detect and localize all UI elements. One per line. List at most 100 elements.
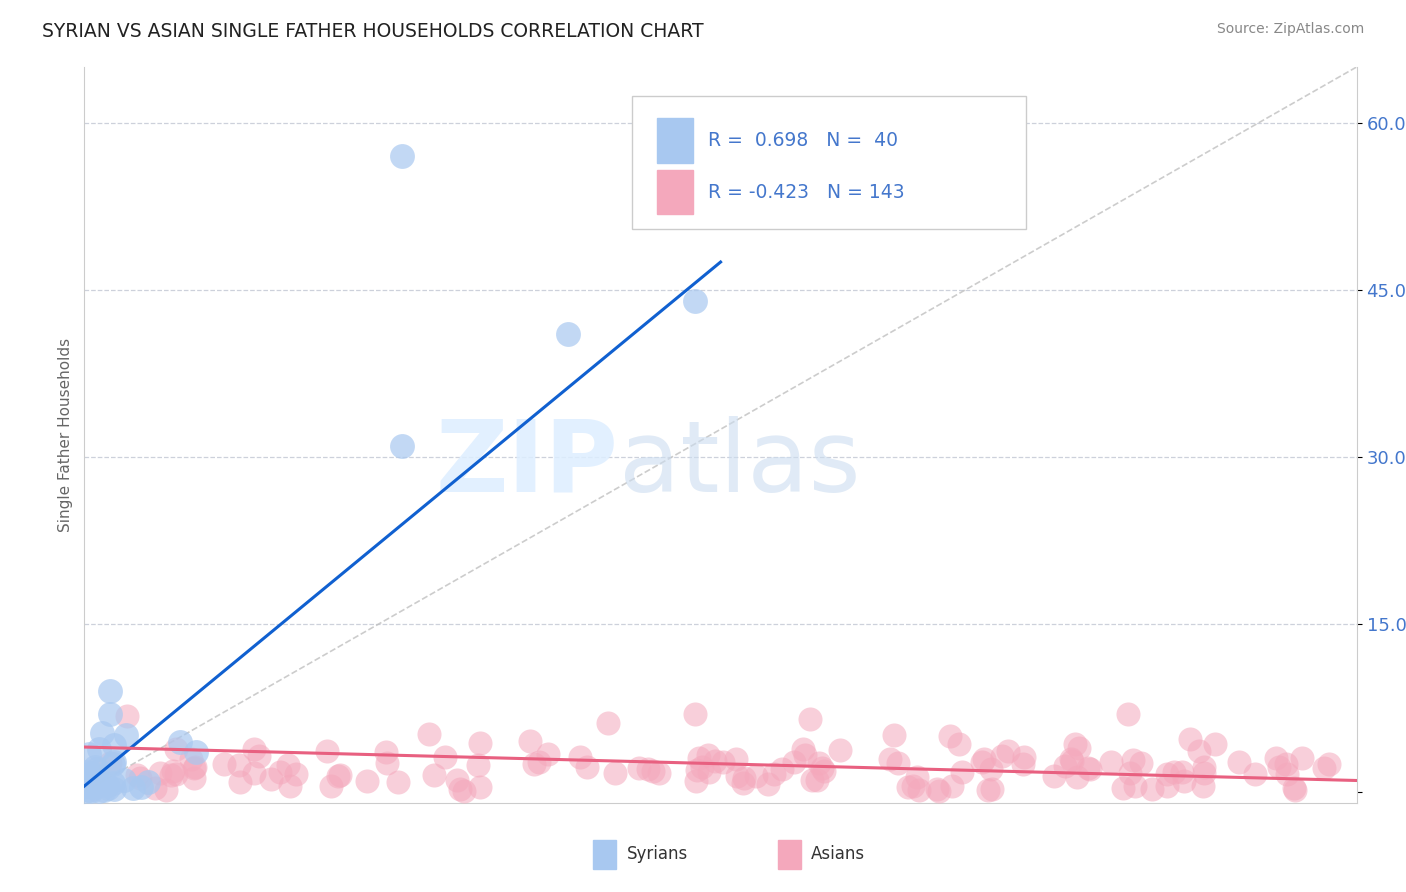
Point bbox=[598, 715, 620, 730]
Point bbox=[387, 775, 409, 789]
Point bbox=[75, 765, 97, 780]
Point bbox=[242, 766, 264, 780]
Point bbox=[260, 772, 283, 786]
Point bbox=[112, 773, 135, 788]
Point bbox=[711, 755, 734, 769]
Point bbox=[162, 764, 184, 778]
Point bbox=[813, 764, 835, 778]
Point bbox=[1192, 779, 1215, 793]
Point bbox=[1053, 759, 1076, 773]
Point bbox=[247, 749, 270, 764]
FancyBboxPatch shape bbox=[778, 839, 801, 869]
Point bbox=[278, 780, 301, 794]
Point bbox=[770, 762, 793, 776]
Point bbox=[1275, 767, 1298, 781]
Point bbox=[557, 327, 579, 342]
Point bbox=[688, 751, 710, 765]
Point bbox=[96, 778, 118, 792]
Point bbox=[810, 761, 832, 775]
Point bbox=[1274, 757, 1296, 772]
Point bbox=[762, 767, 785, 781]
Point bbox=[184, 744, 207, 758]
Point bbox=[948, 737, 970, 751]
Point bbox=[468, 736, 491, 750]
Point bbox=[686, 763, 709, 777]
Point bbox=[86, 773, 108, 788]
Point bbox=[98, 706, 121, 721]
Point bbox=[991, 748, 1014, 763]
Point bbox=[84, 760, 107, 774]
Point bbox=[269, 764, 291, 779]
FancyBboxPatch shape bbox=[657, 119, 693, 162]
Point bbox=[643, 764, 665, 778]
Point bbox=[970, 755, 993, 769]
Point bbox=[446, 772, 468, 787]
Point bbox=[80, 772, 103, 787]
Text: Source: ZipAtlas.com: Source: ZipAtlas.com bbox=[1216, 22, 1364, 37]
Point bbox=[122, 780, 145, 795]
Point bbox=[697, 764, 720, 779]
Point bbox=[84, 772, 107, 786]
Point bbox=[793, 747, 815, 762]
Point bbox=[887, 756, 910, 770]
Point bbox=[228, 757, 250, 772]
Point bbox=[391, 149, 413, 163]
Point bbox=[316, 744, 339, 758]
Point bbox=[905, 770, 928, 784]
Point bbox=[467, 757, 489, 772]
Point bbox=[1116, 706, 1139, 721]
Point bbox=[806, 773, 828, 788]
Point bbox=[1284, 783, 1306, 797]
Point bbox=[125, 767, 148, 781]
Point bbox=[434, 750, 457, 764]
Point bbox=[468, 780, 491, 794]
Point bbox=[648, 766, 671, 780]
Point bbox=[1156, 779, 1178, 793]
Point bbox=[160, 768, 183, 782]
Point bbox=[449, 782, 471, 797]
Point bbox=[101, 776, 124, 790]
Point bbox=[1140, 782, 1163, 797]
Point bbox=[423, 768, 446, 782]
Point bbox=[1192, 765, 1215, 780]
Point bbox=[792, 742, 814, 756]
Point bbox=[1011, 756, 1033, 771]
Point bbox=[84, 769, 107, 783]
Point bbox=[704, 754, 727, 768]
Point bbox=[537, 747, 560, 762]
Point bbox=[1062, 754, 1084, 768]
Point bbox=[103, 738, 125, 752]
Point bbox=[637, 762, 659, 776]
Point bbox=[938, 729, 960, 743]
Point bbox=[183, 761, 205, 775]
Text: Asians: Asians bbox=[811, 846, 865, 863]
Point bbox=[685, 774, 707, 789]
Point bbox=[89, 783, 111, 797]
Point bbox=[374, 745, 396, 759]
Point bbox=[928, 784, 950, 798]
Point bbox=[80, 784, 103, 798]
Point bbox=[879, 752, 901, 766]
Point bbox=[284, 767, 307, 781]
Point bbox=[758, 777, 780, 791]
Point bbox=[927, 782, 949, 797]
Point bbox=[941, 779, 963, 793]
Point bbox=[184, 759, 207, 773]
Point bbox=[1268, 759, 1291, 773]
Point bbox=[690, 760, 713, 774]
Text: R =  0.698   N =  40: R = 0.698 N = 40 bbox=[707, 131, 898, 150]
Point bbox=[98, 684, 121, 698]
Point bbox=[1119, 766, 1142, 780]
Point bbox=[165, 742, 187, 756]
Point bbox=[86, 762, 108, 776]
Point bbox=[79, 779, 101, 793]
Point bbox=[1066, 770, 1088, 784]
Point bbox=[180, 752, 202, 766]
Point bbox=[976, 783, 998, 797]
Point bbox=[391, 439, 413, 453]
Point bbox=[97, 781, 120, 796]
Point bbox=[697, 747, 720, 762]
Point bbox=[801, 772, 824, 787]
Point bbox=[1077, 761, 1099, 775]
Point bbox=[1284, 780, 1306, 795]
